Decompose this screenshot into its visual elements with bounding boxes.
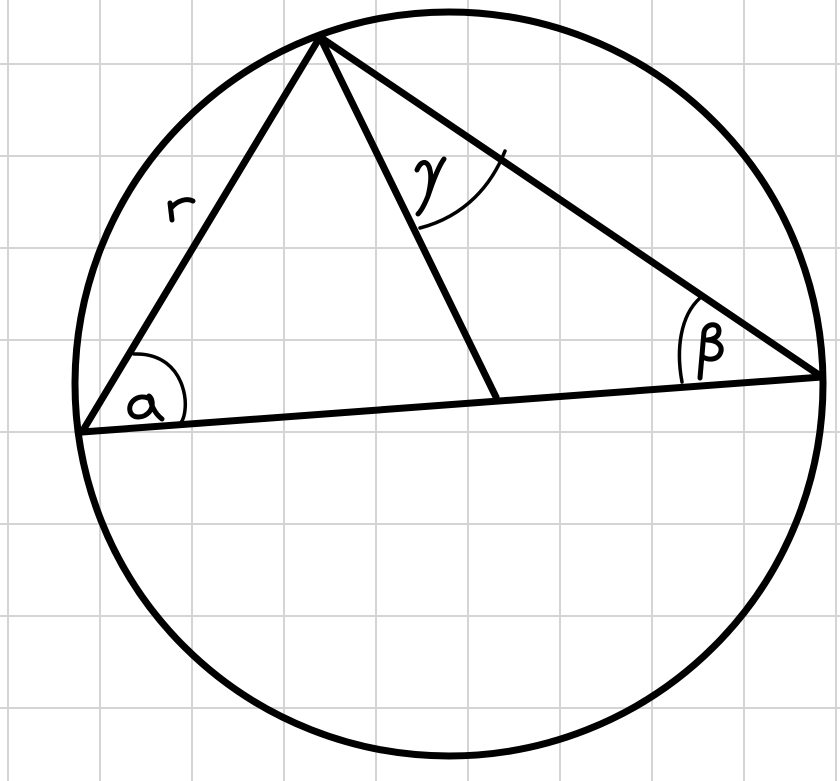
side-right bbox=[316, 33, 826, 381]
angle-arc-gamma bbox=[418, 149, 507, 230]
svg-text:β: β bbox=[708, 348, 709, 351]
circumcircle bbox=[71, 8, 827, 760]
cevian-line bbox=[316, 33, 500, 401]
angle-arc-beta bbox=[677, 296, 702, 384]
vertex-dot bbox=[818, 373, 826, 381]
svg-text:r: r bbox=[176, 212, 177, 215]
label-beta: β bbox=[697, 322, 724, 381]
label-gamma: γ bbox=[414, 156, 447, 217]
label-r: r bbox=[167, 197, 196, 223]
label-alpha: α bbox=[127, 393, 165, 422]
angle-arc-alpha bbox=[132, 352, 188, 427]
side-base bbox=[78, 373, 826, 436]
svg-text:α: α bbox=[140, 409, 141, 411]
side-left bbox=[78, 33, 324, 436]
